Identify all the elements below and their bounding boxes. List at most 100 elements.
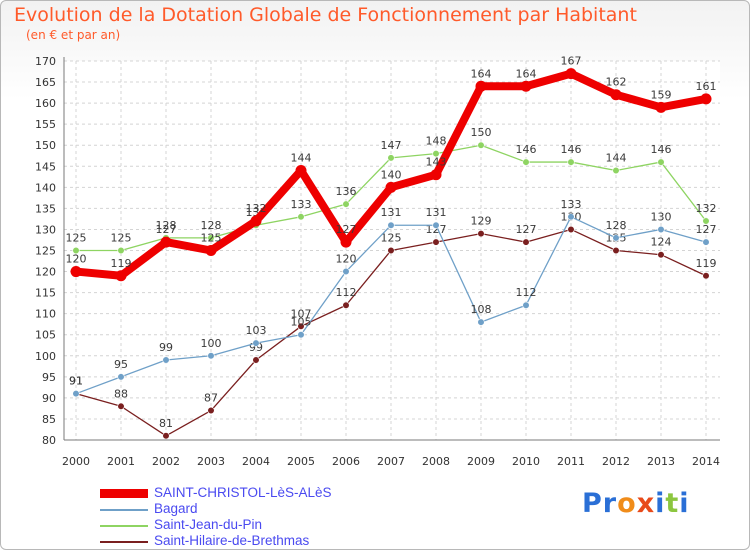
data-label-saint-christol-l-s-al-s: 162 — [606, 76, 627, 89]
legend-label: Saint-Jean-du-Pin — [154, 517, 263, 532]
data-point-saint-hilaire-de-brethmas — [657, 251, 665, 259]
data-label-saint-hilaire-de-brethmas: 125 — [381, 232, 402, 245]
x-tick-label: 2008 — [422, 455, 450, 468]
data-point-saint-jean-du-pin — [117, 246, 125, 255]
y-tick-label: 120 — [35, 266, 56, 279]
data-point-saint-jean-du-pin — [477, 141, 485, 149]
y-tick-label: 85 — [42, 413, 56, 426]
data-label-saint-christol-l-s-al-s: 164 — [516, 67, 537, 80]
data-point-saint-christol-l-s-al-s — [475, 80, 487, 92]
logo-letter: x — [636, 488, 656, 519]
x-tick-label: 2005 — [287, 455, 315, 468]
data-label-bagard: 112 — [516, 286, 537, 299]
x-tick-label: 2009 — [467, 455, 495, 468]
data-label-saint-hilaire-de-brethmas: 107 — [291, 307, 312, 320]
legend-item-saint-jean[interactable]: Saint-Jean-du-Pin — [100, 517, 420, 534]
data-label-saint-jean-du-pin: 125 — [111, 232, 132, 245]
data-label-saint-hilaire-de-brethmas: 119 — [696, 257, 717, 270]
data-label-bagard: 105 — [291, 316, 312, 329]
data-label-saint-christol-l-s-al-s: 159 — [651, 88, 672, 101]
legend-label: SAINT-CHRISTOL-LèS-ALèS — [154, 485, 332, 500]
data-label-saint-hilaire-de-brethmas: 112 — [336, 286, 357, 299]
data-point-saint-hilaire-de-brethmas — [387, 246, 395, 255]
legend-swatch-saint-christol — [100, 489, 148, 498]
data-label-bagard: 133 — [561, 198, 582, 211]
data-label-bagard: 95 — [114, 358, 128, 371]
data-point-saint-jean-du-pin — [297, 213, 305, 221]
data-label-saint-jean-du-pin: 146 — [651, 143, 672, 156]
data-point-saint-christol-l-s-al-s — [295, 164, 307, 176]
data-label-bagard: 130 — [651, 210, 672, 223]
data-point-bagard — [612, 234, 620, 242]
data-label-saint-christol-l-s-al-s: 125 — [201, 232, 222, 245]
data-point-bagard — [522, 301, 530, 309]
data-point-saint-christol-l-s-al-s — [205, 245, 217, 256]
data-point-saint-christol-l-s-al-s — [160, 236, 172, 248]
data-point-saint-christol-l-s-al-s — [565, 68, 577, 80]
data-label-saint-jean-du-pin: 146 — [516, 143, 537, 156]
data-label-saint-hilaire-de-brethmas: 127 — [426, 223, 447, 236]
data-point-saint-jean-du-pin — [207, 234, 215, 242]
y-tick-label: 130 — [35, 223, 56, 236]
logo-letter: o — [617, 488, 637, 519]
data-point-bagard — [567, 213, 575, 221]
data-point-bagard — [702, 238, 710, 246]
data-point-saint-hilaire-de-brethmas — [252, 356, 260, 364]
data-point-bagard — [252, 339, 260, 347]
logo-letter: P — [582, 488, 603, 519]
legend-swatch-bagard — [100, 509, 148, 511]
legend-item-bagard[interactable]: Bagard — [100, 501, 420, 518]
data-label-saint-jean-du-pin: 148 — [426, 135, 447, 148]
logo-letter: t — [665, 488, 680, 519]
data-point-bagard — [297, 331, 305, 339]
data-point-saint-christol-l-s-al-s — [655, 101, 667, 113]
data-label-saint-jean-du-pin: 136 — [336, 185, 357, 198]
y-tick-label: 135 — [35, 202, 56, 215]
y-tick-label: 165 — [35, 76, 56, 89]
data-point-saint-christol-l-s-al-s — [340, 236, 352, 248]
data-label-saint-jean-du-pin: 133 — [291, 198, 312, 211]
legend-item-saint-christol[interactable]: SAINT-CHRISTOL-LèS-ALèS — [100, 485, 420, 502]
data-label-saint-christol-l-s-al-s: 167 — [561, 55, 582, 68]
data-point-saint-christol-l-s-al-s — [385, 181, 397, 193]
data-label-saint-hilaire-de-brethmas: 129 — [471, 215, 492, 228]
data-point-bagard — [117, 373, 125, 381]
y-tick-label: 100 — [35, 350, 56, 363]
y-tick-label: 115 — [35, 287, 56, 300]
data-point-bagard — [657, 225, 665, 234]
data-label-saint-hilaire-de-brethmas: 127 — [516, 223, 537, 236]
data-label-bagard: 127 — [696, 223, 717, 236]
y-tick-label: 125 — [35, 245, 56, 258]
data-point-saint-christol-l-s-al-s — [430, 169, 442, 181]
data-label-bagard: 91 — [69, 375, 83, 388]
data-point-saint-hilaire-de-brethmas — [612, 246, 620, 255]
x-tick-label: 2011 — [557, 455, 585, 468]
data-point-bagard — [207, 352, 215, 360]
data-point-saint-hilaire-de-brethmas — [207, 406, 215, 415]
y-tick-label: 150 — [35, 139, 56, 152]
data-point-saint-jean-du-pin — [522, 158, 530, 166]
data-point-saint-christol-l-s-al-s — [610, 89, 622, 101]
y-tick-label: 110 — [35, 308, 56, 321]
data-label-saint-jean-du-pin: 150 — [471, 126, 492, 139]
logo-letter: r — [602, 488, 618, 519]
data-label-saint-christol-l-s-al-s: 143 — [426, 156, 447, 169]
data-label-bagard: 103 — [246, 324, 267, 337]
data-point-saint-jean-du-pin — [72, 246, 80, 255]
data-point-saint-hilaire-de-brethmas — [117, 402, 125, 410]
data-point-saint-jean-du-pin — [657, 158, 665, 166]
data-label-bagard: 99 — [159, 341, 173, 354]
legend-swatch-saint-jean — [100, 525, 148, 527]
data-label-bagard: 128 — [606, 219, 627, 232]
data-label-bagard: 108 — [471, 303, 492, 316]
data-label-saint-jean-du-pin: 146 — [561, 143, 582, 156]
data-label-saint-christol-l-s-al-s: 127 — [336, 223, 357, 236]
data-label-saint-christol-l-s-al-s: 119 — [111, 257, 132, 270]
legend-item-saint-hilaire[interactable]: Saint-Hilaire-de-Brethmas — [100, 533, 420, 550]
proxiti-logo: Proxiti — [582, 488, 690, 519]
data-label-saint-hilaire-de-brethmas: 88 — [114, 387, 128, 400]
data-label-saint-hilaire-de-brethmas: 124 — [651, 236, 672, 249]
x-tick-label: 2003 — [197, 455, 225, 468]
x-tick-label: 2001 — [107, 455, 135, 468]
